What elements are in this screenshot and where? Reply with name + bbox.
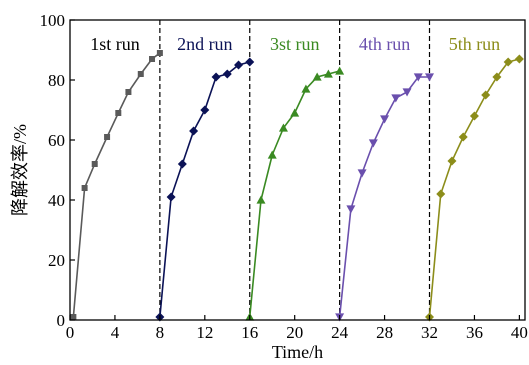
series-line (159, 61, 250, 318)
data-point-marker (115, 110, 122, 116)
data-point-marker (137, 71, 144, 77)
data-point-marker (91, 161, 98, 167)
series-line (248, 70, 340, 318)
data-point-marker (81, 185, 88, 191)
data-point-marker (166, 192, 176, 202)
series-group (335, 73, 435, 322)
run-label: 1st run (90, 34, 140, 54)
data-point-marker (380, 115, 390, 124)
data-point-marker (177, 159, 187, 169)
data-point-marker (413, 73, 423, 82)
data-point-marker (290, 108, 300, 117)
data-point-marker (234, 60, 244, 70)
plot-frame (69, 19, 526, 321)
y-tick-label: 20 (48, 251, 65, 270)
axis-ticks: 0 4 8 12 16 20 24 28 32 36 40 0 20 40 60 80 100 (40, 11, 528, 342)
series-layer (70, 50, 524, 322)
run-label: 4th run (359, 34, 411, 54)
series-group (70, 50, 163, 320)
x-tick-label: 20 (286, 323, 303, 342)
x-tick-label: 40 (511, 323, 528, 342)
run-label: 2nd run (177, 34, 233, 54)
data-point-marker (402, 88, 412, 97)
data-point-marker (447, 156, 457, 166)
data-point-marker (436, 189, 446, 199)
data-point-marker (222, 69, 232, 79)
data-point-marker (104, 134, 111, 140)
data-point-marker (200, 105, 210, 115)
series-group (155, 57, 255, 322)
data-point-marker (492, 72, 502, 82)
y-axis-title: 降解效率/% (10, 124, 30, 216)
data-point-marker (458, 132, 468, 142)
data-point-marker (189, 126, 199, 136)
data-point-marker (149, 56, 156, 62)
data-point-marker (301, 84, 311, 93)
run-labels: 1st run 2nd run 3st run 4th run 5th run (90, 34, 500, 54)
data-point-marker (481, 90, 491, 100)
y-tick-label: 80 (48, 71, 65, 90)
x-tick-label: 32 (421, 323, 438, 342)
separator-lines (159, 20, 431, 320)
data-point-marker (125, 89, 132, 95)
y-tick-label: 40 (48, 191, 65, 210)
data-point-marker (469, 111, 479, 121)
data-point-marker (503, 57, 513, 67)
x-axis-title: Time/h (272, 342, 323, 362)
x-tick-label: 28 (376, 323, 393, 342)
x-tick-label: 24 (331, 323, 349, 342)
y-tick-label: 60 (48, 131, 65, 150)
x-tick-label: 0 (66, 323, 75, 342)
x-tick-label: 12 (196, 323, 213, 342)
series-line (338, 76, 430, 318)
data-point-marker (346, 205, 356, 214)
data-point-marker (335, 66, 345, 75)
data-point-marker (368, 139, 378, 148)
x-tick-label: 4 (111, 323, 120, 342)
x-tick-label: 36 (466, 323, 483, 342)
y-tick-label: 0 (57, 311, 66, 330)
run-label: 5th run (449, 34, 501, 54)
data-point-marker (267, 150, 277, 159)
data-point-marker (391, 94, 401, 103)
data-point-marker (70, 314, 77, 320)
data-point-marker (312, 72, 322, 81)
run-label: 3st run (270, 34, 320, 54)
x-tick-label: 16 (241, 323, 258, 342)
y-tick-label: 100 (40, 11, 66, 30)
data-point-marker (211, 72, 221, 82)
series-group (245, 66, 345, 321)
series-line (428, 58, 520, 318)
series-group (425, 54, 524, 322)
x-tick-label: 8 (156, 323, 165, 342)
data-point-marker (256, 195, 266, 204)
data-point-marker (323, 69, 333, 78)
data-point-marker (278, 123, 288, 132)
data-point-marker (425, 73, 435, 82)
data-point-marker (514, 54, 524, 64)
data-point-marker (357, 169, 367, 178)
data-point-marker (156, 50, 163, 56)
data-point-marker (245, 57, 255, 67)
